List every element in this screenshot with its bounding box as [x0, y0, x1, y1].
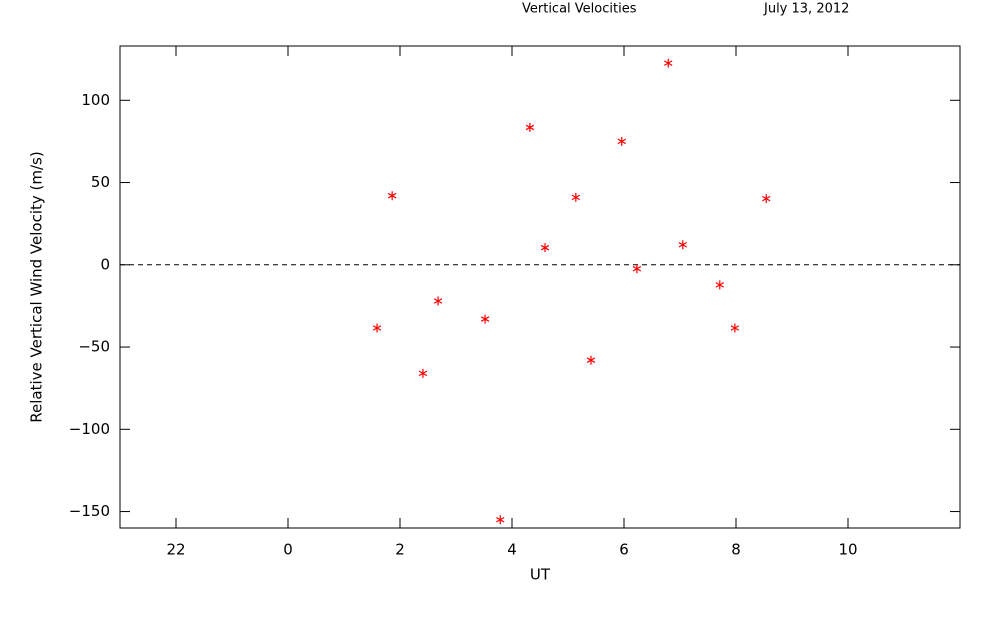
x-tick-label: 2 [395, 541, 405, 559]
data-point [480, 314, 490, 324]
y-tick-label: −50 [78, 338, 110, 356]
data-point [730, 323, 740, 333]
y-tick-label: −100 [69, 420, 110, 438]
x-axis-label: UT [530, 566, 551, 584]
y-tick-label: 0 [100, 255, 110, 273]
data-point [418, 368, 428, 378]
y-tick-label: 100 [81, 91, 110, 109]
y-axis-label: Relative Vertical Wind Velocity (m/s) [28, 151, 46, 422]
x-tick-label: 4 [507, 541, 517, 559]
chart-subtitle: July 13, 2012 [763, 2, 849, 17]
y-tick-label: 50 [91, 173, 110, 191]
plot-frame [119, 45, 961, 529]
data-point [632, 264, 642, 274]
data-point [678, 240, 688, 250]
x-tick-label: 8 [731, 541, 741, 559]
data-point [433, 296, 443, 306]
chart-title: Vertical Velocities [522, 2, 637, 17]
x-tick-label: 6 [619, 541, 629, 559]
data-point [715, 280, 724, 290]
data-point [664, 58, 673, 68]
y-tick-label: −150 [69, 502, 110, 520]
data-point [762, 194, 771, 204]
data-point [496, 515, 505, 525]
data-point [586, 355, 596, 365]
data-point [617, 136, 626, 146]
data-point [387, 191, 397, 201]
data-point [372, 323, 382, 333]
data-point [540, 243, 550, 253]
data-point [571, 192, 581, 202]
x-tick-label: 10 [838, 541, 857, 559]
x-tick-label: 22 [166, 541, 185, 559]
data-point [525, 122, 535, 132]
x-tick-label: 0 [283, 541, 293, 559]
